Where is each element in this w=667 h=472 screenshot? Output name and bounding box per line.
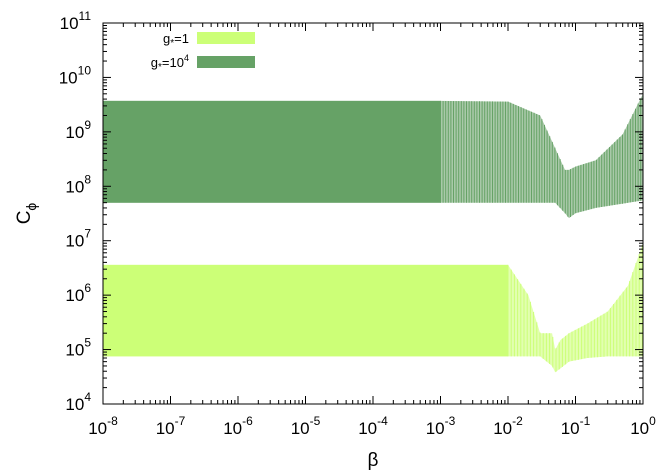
legend: g*=1g*=104 xyxy=(151,31,255,73)
y-tick-exponent: 6 xyxy=(84,281,91,295)
y-tick-label: 107 xyxy=(65,227,91,251)
x-tick-base: 10 xyxy=(88,419,107,438)
x-tick-label: 10-1 xyxy=(561,414,591,438)
legend-label-rest: =1 xyxy=(174,31,189,46)
y-tick-exponent: 11 xyxy=(79,9,92,23)
x-tick-label: 10-7 xyxy=(156,414,186,438)
x-tick-base: 10 xyxy=(426,419,445,438)
legend-swatch xyxy=(197,56,255,68)
y-tick-label: 1011 xyxy=(60,9,92,33)
x-tick-base: 10 xyxy=(493,419,512,438)
y-tick-base: 10 xyxy=(65,395,84,414)
y-tick-label: 106 xyxy=(65,281,91,305)
x-tick-base: 10 xyxy=(156,419,175,438)
y-tick-label: 109 xyxy=(65,118,91,142)
y-axis-label-main: C xyxy=(14,211,35,225)
y-tick-label: 1010 xyxy=(59,63,92,87)
x-tick-base: 10 xyxy=(358,419,377,438)
y-tick-exponent: 5 xyxy=(84,336,91,350)
legend-label-subscript: * xyxy=(158,62,162,73)
x-tick-label: 10-8 xyxy=(88,414,118,438)
series-core-1 xyxy=(103,100,441,203)
y-tick-base: 10 xyxy=(65,177,84,196)
y-tick-label: 108 xyxy=(65,172,91,196)
x-tick-label: 10-3 xyxy=(426,414,456,438)
y-tick-exponent: 10 xyxy=(78,63,92,77)
x-axis-label: β xyxy=(368,450,379,471)
x-tick-base: 10 xyxy=(223,419,242,438)
y-tick-base: 10 xyxy=(59,68,78,87)
x-tick-base: 10 xyxy=(291,419,310,438)
y-tick-base: 10 xyxy=(65,286,84,305)
y-tick-label: 105 xyxy=(65,336,91,360)
y-tick-base: 10 xyxy=(65,341,84,360)
y-tick-base: 10 xyxy=(60,14,79,33)
x-tick-exponent: -4 xyxy=(377,414,388,428)
x-tick-base: 10 xyxy=(630,419,649,438)
legend-label-base: g xyxy=(163,31,170,46)
x-tick-exponent: -3 xyxy=(445,414,456,428)
legend-label-base: g xyxy=(151,55,158,70)
y-tick-exponent: 7 xyxy=(84,227,91,241)
x-tick-exponent: -1 xyxy=(580,414,591,428)
x-tick-exponent: -6 xyxy=(242,414,253,428)
x-tick-exponent: -2 xyxy=(512,414,523,428)
y-tick-exponent: 9 xyxy=(84,118,91,132)
y-tick-exponent: 8 xyxy=(84,172,91,186)
x-tick-exponent: -5 xyxy=(310,414,321,428)
series-bands xyxy=(103,93,643,373)
y-tick-exponent: 4 xyxy=(84,390,91,404)
x-axis: 10-8 10-7 10-6 10-5 10-4 10-3 10-2 10-1 100 xyxy=(88,23,656,438)
x-tick-label: 10-5 xyxy=(291,414,321,438)
series-hatching xyxy=(440,98,643,372)
x-tick-exponent: -7 xyxy=(175,414,186,428)
legend-label-rest: =10 xyxy=(162,55,184,70)
y-axis-label: Cϕ xyxy=(14,203,39,225)
legend-label: g*=104 xyxy=(151,53,189,73)
x-tick-exponent: 0 xyxy=(649,414,656,428)
legend-label-exponent: 4 xyxy=(184,53,189,63)
y-tick-label: 104 xyxy=(65,390,91,414)
x-tick-exponent: -8 xyxy=(107,414,118,428)
y-tick-base: 10 xyxy=(65,123,84,142)
series-core-0 xyxy=(103,264,508,357)
x-tick-label: 10-2 xyxy=(493,414,523,438)
y-tick-base: 10 xyxy=(65,232,84,251)
x-tick-base: 10 xyxy=(561,419,580,438)
legend-swatch xyxy=(197,32,255,44)
legend-label-subscript: * xyxy=(170,38,174,49)
x-tick-label: 10-6 xyxy=(223,414,253,438)
x-tick-label: 100 xyxy=(630,414,656,438)
y-axis-label-subscript: ϕ xyxy=(23,203,39,211)
x-tick-label: 10-4 xyxy=(358,414,388,438)
legend-label: g*=1 xyxy=(163,31,189,49)
